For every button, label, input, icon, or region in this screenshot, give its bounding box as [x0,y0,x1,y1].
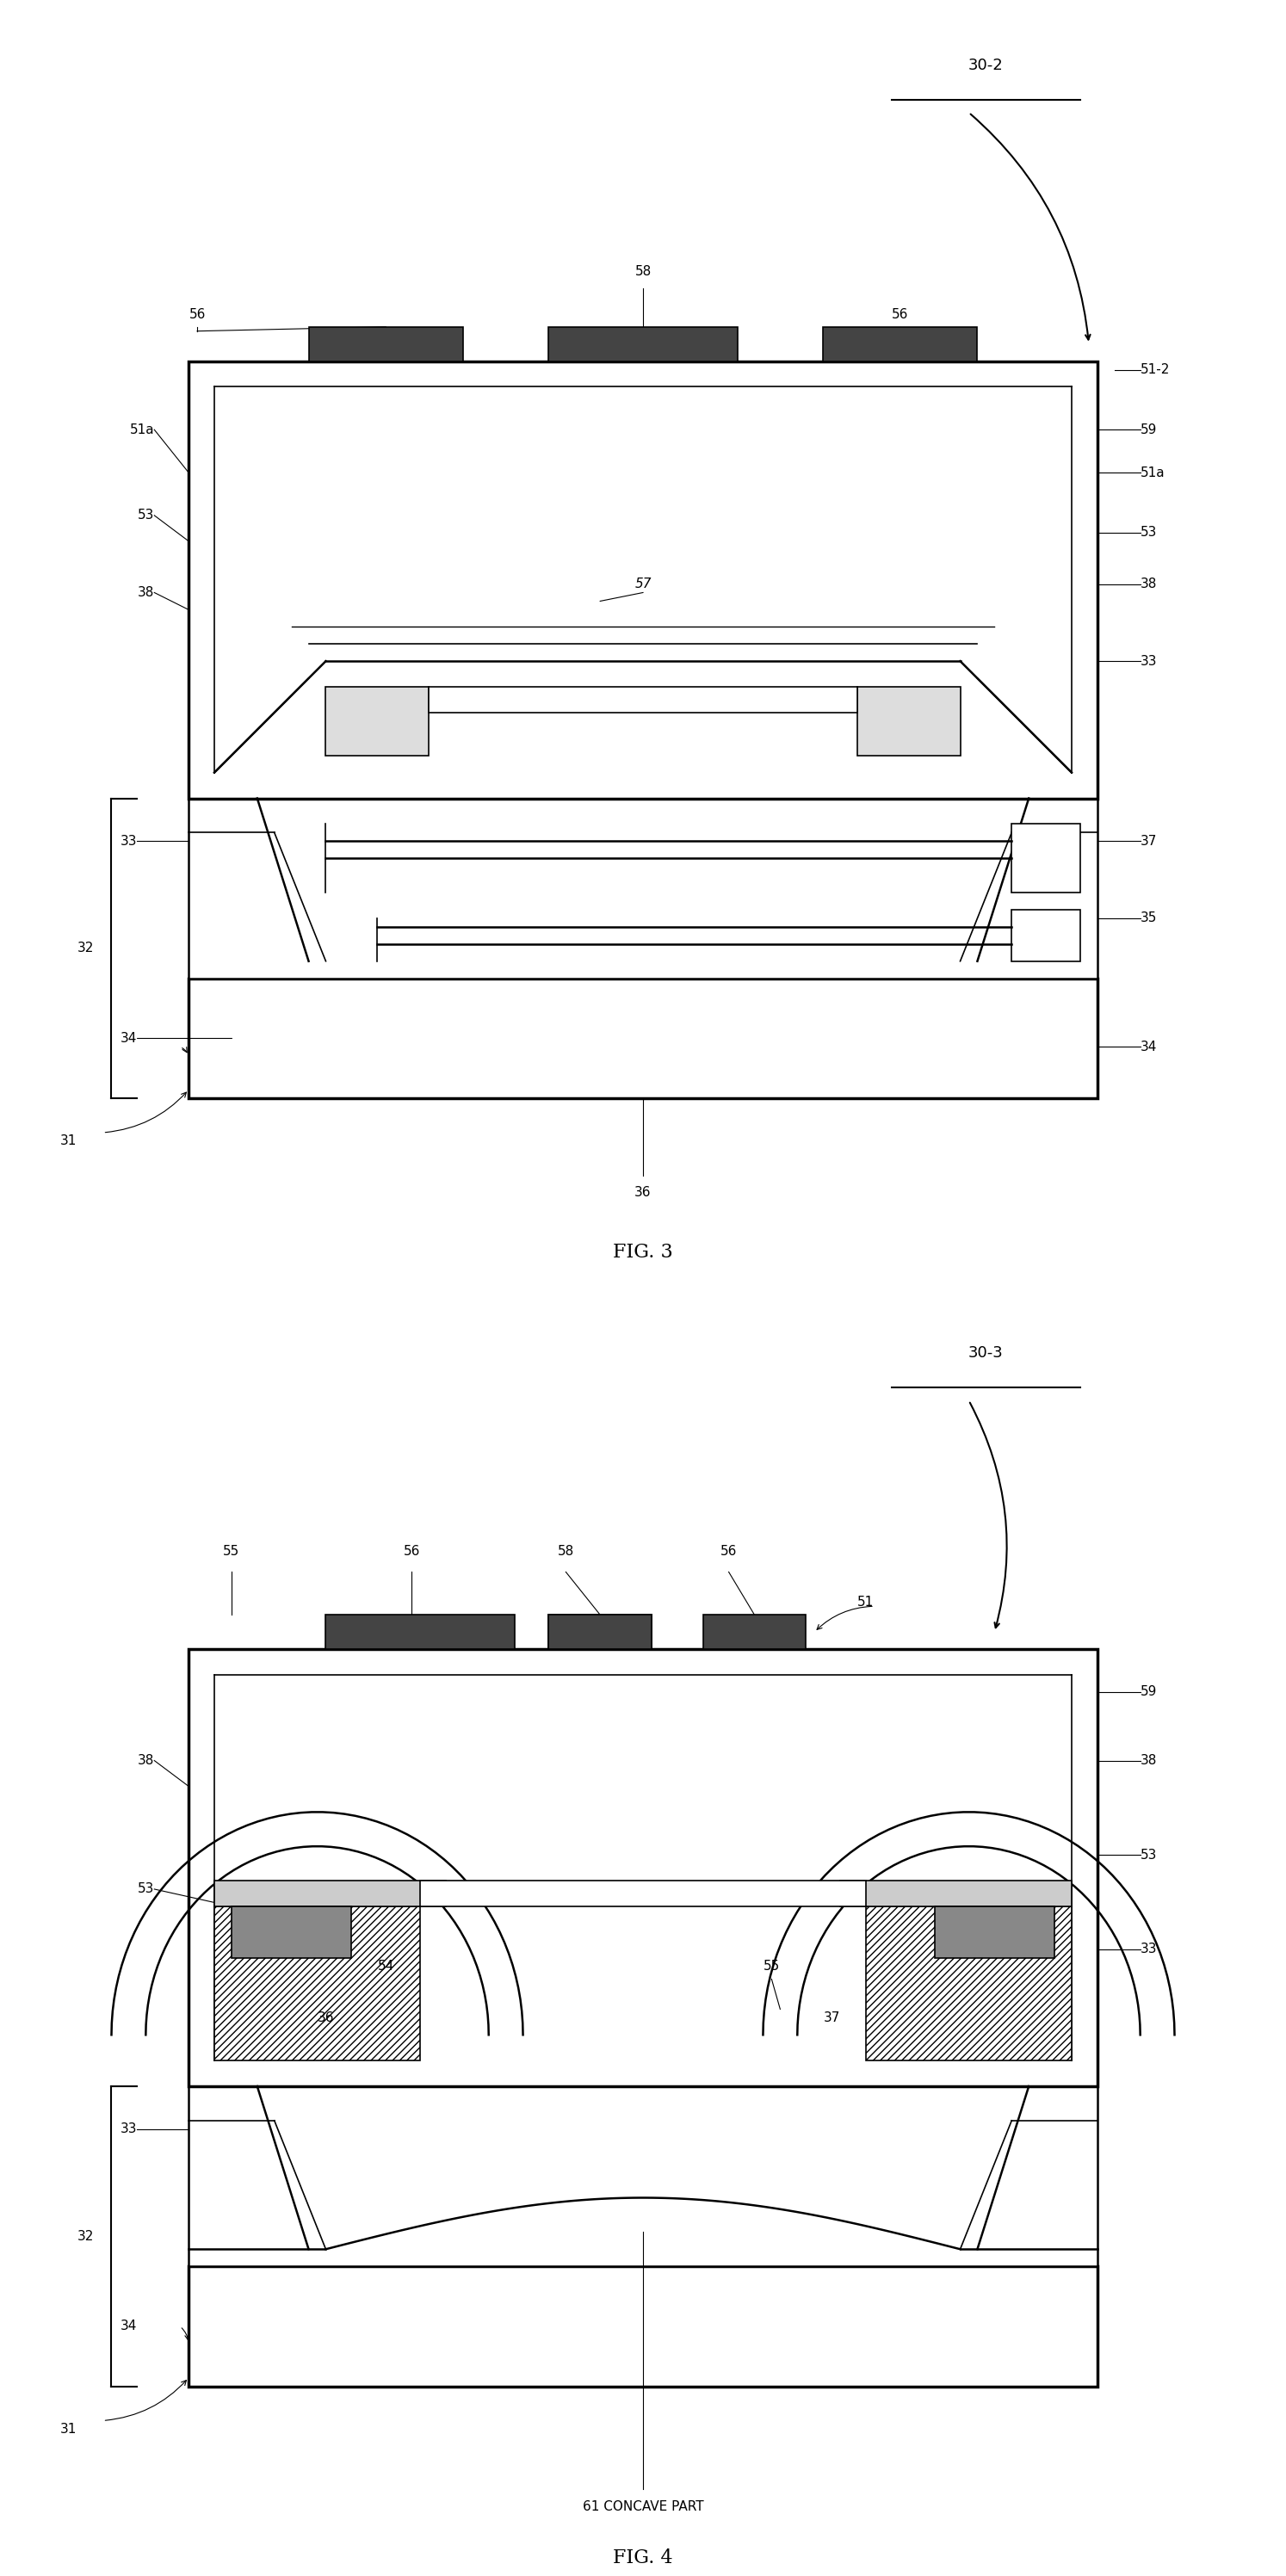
Text: 34: 34 [120,1033,136,1046]
Text: 59: 59 [1141,422,1157,435]
Bar [215,1906,421,2061]
Text: 38: 38 [138,587,154,600]
Text: 38: 38 [138,1754,154,1767]
Text: 36: 36 [318,2012,334,2025]
Bar [231,1906,351,1958]
Bar [189,2267,1097,2385]
Text: 53: 53 [1141,1850,1157,1862]
Text: 53: 53 [138,510,154,523]
Bar [865,1906,1071,2061]
Text: 37: 37 [823,2012,840,2025]
Text: 51a: 51a [1141,466,1165,479]
Text: 31: 31 [60,2424,77,2437]
Text: 51: 51 [858,1597,874,1610]
Bar [421,1880,865,1906]
Text: 53: 53 [138,1883,154,1896]
Text: 56: 56 [189,309,206,322]
Text: 61 CONCAVE PART: 61 CONCAVE PART [583,2499,703,2512]
Text: 54: 54 [378,1960,394,1973]
Text: 32: 32 [77,2231,94,2244]
Bar [840,1880,1071,1906]
Text: 55: 55 [224,1546,239,1558]
Bar [549,1615,652,1649]
Text: 53: 53 [1141,526,1157,538]
Bar [703,1615,806,1649]
Bar [549,1615,652,1649]
Text: 35: 35 [1141,912,1157,925]
Bar [189,361,1097,799]
Bar [189,979,1097,1097]
Text: 51a: 51a [130,422,154,435]
Bar [865,1906,1071,2061]
Text: 33: 33 [1141,1942,1157,1955]
Text: 33: 33 [120,2123,136,2136]
Text: 58: 58 [635,265,651,278]
Text: 37: 37 [1141,835,1157,848]
Bar [189,2087,1097,2267]
Bar [215,1880,446,1906]
Text: 51-2: 51-2 [1141,363,1170,376]
Bar [428,688,858,714]
Text: 58: 58 [558,1546,574,1558]
Text: 55: 55 [764,1960,779,1973]
Text: 59: 59 [1141,1685,1157,1698]
Bar [309,327,463,361]
Bar [858,688,961,755]
Text: 38: 38 [1141,577,1157,590]
Text: 32: 32 [77,943,94,956]
Bar [549,327,737,361]
Text: 33: 33 [1141,654,1157,667]
Text: 56: 56 [720,1546,737,1558]
Bar [325,1615,514,1649]
Text: 30-3: 30-3 [968,1345,1003,1360]
Text: 56: 56 [404,1546,419,1558]
Text: 57: 57 [634,577,652,590]
Bar [935,1906,1055,1958]
Bar [823,327,977,361]
Text: 33: 33 [120,835,136,848]
Text: 36: 36 [634,1185,652,1198]
Text: 38: 38 [1141,1754,1157,1767]
Bar [189,799,1097,979]
Bar [1012,909,1080,961]
Text: FIG. 4: FIG. 4 [613,2548,673,2568]
Bar [1012,824,1080,894]
Bar [325,688,428,755]
Text: 34: 34 [1141,1041,1157,1054]
Text: 34: 34 [120,2321,136,2334]
Text: 30-2: 30-2 [968,57,1003,72]
Bar [215,1906,421,2061]
Text: 31: 31 [60,1136,77,1149]
Text: 56: 56 [892,309,908,322]
Text: FIG. 3: FIG. 3 [613,1244,673,1262]
Bar [189,1649,1097,2087]
